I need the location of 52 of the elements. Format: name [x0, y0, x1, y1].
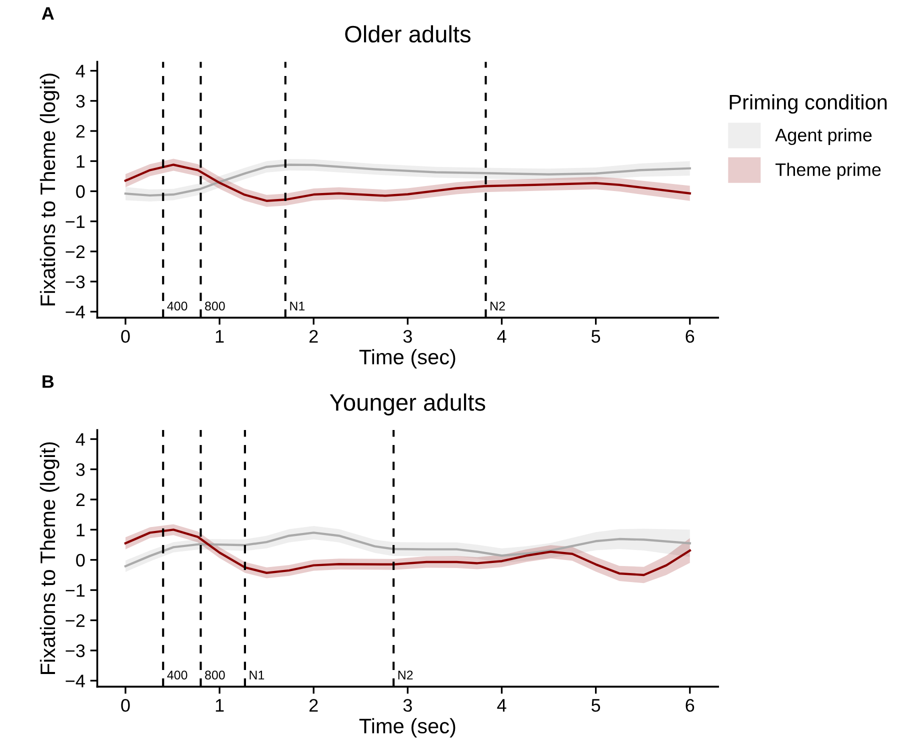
- y-axis-title: Fixations to Theme (logit): [40, 442, 60, 674]
- y-tick-label: −3: [66, 275, 85, 288]
- x-tick-label: 5: [592, 699, 600, 712]
- x-tick-label: 6: [686, 698, 694, 712]
- line-series: [124, 532, 691, 568]
- x-tick-label: 5: [592, 330, 600, 343]
- ref-line-label: 400: [167, 302, 188, 311]
- x-tick-label: 1: [216, 699, 224, 712]
- y-tick-label: 3: [76, 463, 85, 476]
- x-axis-title: Time (sec): [359, 718, 456, 738]
- x-tick-label: 2: [310, 330, 318, 343]
- y-tick-label: −2: [66, 614, 85, 627]
- x-tick-label: 6: [686, 330, 694, 343]
- y-tick-label: 2: [76, 124, 85, 138]
- y-tick-label: 1: [76, 524, 85, 536]
- y-tick-label: −3: [66, 644, 85, 658]
- y-tick-label: 2: [76, 493, 85, 506]
- ref-line-label: 800: [205, 670, 225, 680]
- y-tick-label: 0: [76, 554, 85, 567]
- x-tick-label: 2: [310, 698, 318, 712]
- chart-title: Older adults: [345, 25, 470, 43]
- x-axis-title: Time (sec): [359, 349, 456, 369]
- chart-title: Younger adults: [330, 393, 486, 416]
- legend-title: Priming condition: [730, 94, 887, 114]
- y-tick-label: 1: [76, 155, 85, 168]
- y-tick-label: 0: [76, 185, 85, 198]
- ref-line-label: N2: [490, 302, 505, 310]
- legend-label: Agent prime: [775, 128, 872, 146]
- x-tick-label: 0: [121, 330, 130, 343]
- y-tick-label: −1: [66, 215, 85, 228]
- x-tick-label: 4: [497, 330, 506, 343]
- y-tick-label: −2: [66, 245, 85, 258]
- x-tick-label: 1: [216, 330, 224, 343]
- y-tick-label: −1: [66, 584, 85, 597]
- x-tick-label: 3: [403, 698, 412, 712]
- text: A: [42, 7, 54, 20]
- ref-line-label: N1: [290, 302, 305, 310]
- text: B: [42, 375, 54, 388]
- ref-line-label: 400: [167, 670, 188, 680]
- y-tick-label: −4: [66, 306, 85, 318]
- y-tick-label: 4: [76, 64, 85, 78]
- legend-label: Theme prime: [776, 162, 881, 180]
- x-tick-label: 4: [497, 699, 506, 712]
- ref-line-label: N1: [250, 670, 264, 680]
- x-tick-label: 0: [121, 698, 130, 712]
- y-axis-title: Fixations to Theme (logit): [40, 74, 60, 306]
- y-tick-label: 4: [76, 433, 85, 446]
- ref-line-label: 800: [205, 302, 225, 311]
- y-tick-label: −4: [66, 674, 85, 688]
- x-tick-label: 3: [403, 330, 412, 343]
- ref-line-label: N2: [398, 670, 413, 680]
- y-tick-label: 3: [76, 94, 85, 108]
